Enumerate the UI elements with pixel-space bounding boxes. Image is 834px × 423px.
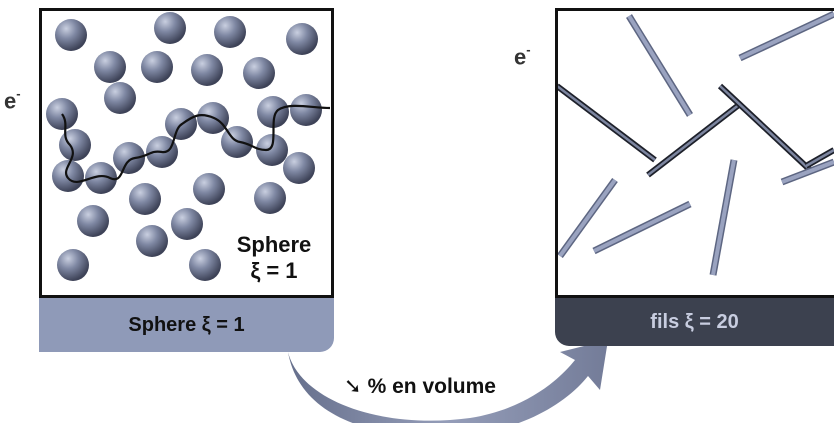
wire-rod <box>558 178 617 258</box>
wire-rod <box>647 103 741 176</box>
sphere-caption-band: Sphere ξ = 1 <box>39 298 334 352</box>
sphere-particle <box>154 12 186 44</box>
sphere-particle <box>94 51 126 83</box>
sphere-particle <box>283 152 315 184</box>
sphere-particle <box>136 225 168 257</box>
decrease-arrow-icon: ➘ <box>344 374 362 398</box>
wire-rod <box>593 202 691 253</box>
conduction-path <box>61 104 331 184</box>
sphere-particle <box>52 160 84 192</box>
electron-label-left: e- <box>4 86 21 114</box>
sphere-particle <box>57 249 89 281</box>
wire-rod <box>719 85 811 171</box>
wire-rod <box>781 160 834 184</box>
sphere-particle <box>257 96 289 128</box>
sphere-caption-text: Sphere ξ = 1 <box>128 313 245 336</box>
sphere-particle <box>104 82 136 114</box>
volume-label-text: % en volume <box>367 375 496 398</box>
sphere-particle <box>254 182 286 214</box>
wire-rod <box>627 14 692 117</box>
sphere-inner-label: Sphere ξ = 1 <box>220 232 328 284</box>
sphere-particle <box>77 205 109 237</box>
sphere-particle <box>141 51 173 83</box>
wire-caption-band: fils ξ = 20 <box>555 298 834 346</box>
volume-label: ➘% en volume <box>344 374 496 399</box>
wire-rod <box>739 12 834 60</box>
sphere-particle <box>214 16 246 48</box>
sphere-particle <box>290 94 322 126</box>
sphere-particle <box>113 142 145 174</box>
sphere-particle <box>171 208 203 240</box>
sphere-inner-label-line1: Sphere <box>236 232 312 257</box>
wire-rod <box>556 85 656 161</box>
sphere-particle <box>256 134 288 166</box>
sphere-particle <box>193 173 225 205</box>
sphere-particle <box>286 23 318 55</box>
sphere-particle <box>55 19 87 51</box>
sphere-particle <box>189 249 221 281</box>
electron-label-right: e- <box>514 42 531 70</box>
sphere-particle <box>85 162 117 194</box>
wire-rod <box>711 159 736 276</box>
transition-arrow <box>288 340 608 423</box>
sphere-particle <box>243 57 275 89</box>
wire-panel <box>555 8 834 298</box>
sphere-particle <box>129 183 161 215</box>
wire-rod <box>805 148 834 168</box>
sphere-panel-border <box>39 8 334 298</box>
sphere-particle <box>191 54 223 86</box>
sphere-particle <box>59 129 91 161</box>
wire-rods <box>555 10 834 276</box>
wire-caption-text: fils ξ = 20 <box>650 310 739 333</box>
sphere-inner-label-line2: ξ = 1 <box>250 258 298 283</box>
